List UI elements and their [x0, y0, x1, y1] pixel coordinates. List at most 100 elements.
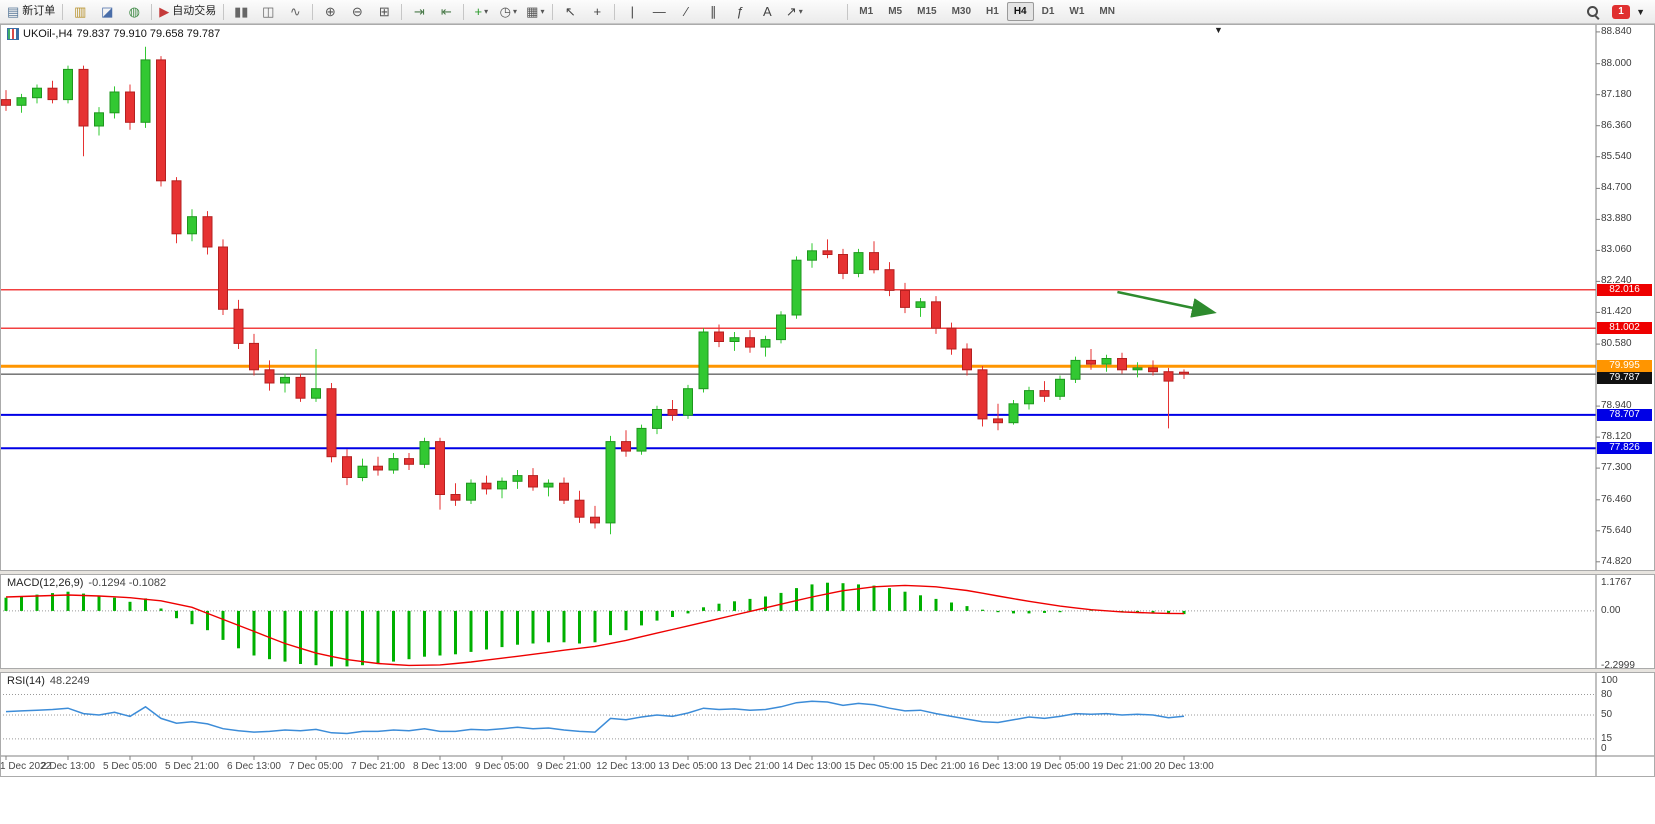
- price-label: 77.300: [1601, 462, 1632, 474]
- tf-m1-button[interactable]: M1: [859, 6, 874, 17]
- horizontal-line-icon: —: [652, 4, 666, 19]
- price-label: 80.580: [1601, 338, 1632, 350]
- arrows-tool-caret-icon: ▾: [798, 6, 803, 16]
- market-watch-icon: ▥: [74, 4, 87, 19]
- arrows-tool-button[interactable]: ↗ ▾: [781, 1, 807, 23]
- price-label: 87.180: [1601, 88, 1632, 100]
- time-label: 14 Dec 13:00: [782, 761, 842, 772]
- tf-m15-button[interactable]: M15: [917, 6, 937, 17]
- time-label: 7 Dec 05:00: [289, 761, 343, 772]
- time-label: 9 Dec 05:00: [475, 761, 529, 772]
- search-button[interactable]: [1580, 1, 1606, 23]
- rsi-label: RSI(14) 48.2249: [7, 675, 90, 687]
- price-label: 78.940: [1601, 400, 1632, 412]
- tf-m30-button[interactable]: M30: [951, 6, 972, 17]
- tf-h1-button[interactable]: H1: [986, 6, 999, 17]
- candlestick-chart-button[interactable]: ◫: [255, 1, 281, 23]
- toolbar-separator: [151, 3, 153, 20]
- new-order-button[interactable]: ▤ 新订单: [4, 1, 58, 23]
- toolbar-separator: [223, 3, 225, 20]
- bar-chart-button[interactable]: ▮▮: [228, 1, 254, 23]
- templates-caret-icon: ▾: [540, 6, 545, 16]
- auto-scroll-icon: ⇥: [413, 4, 425, 19]
- crosshair-button[interactable]: +: [584, 1, 610, 23]
- tile-windows-icon: ⊞: [378, 4, 390, 19]
- toolbar-separator: [312, 3, 314, 20]
- tf-w1-button[interactable]: W1: [1069, 6, 1085, 17]
- navigator-button[interactable]: ◪: [94, 1, 120, 23]
- macd-values: -0.1294 -0.1082: [88, 577, 167, 589]
- cursor-button[interactable]: ↖: [557, 1, 583, 23]
- time-label: 5 Dec 21:00: [165, 761, 219, 772]
- rsi-axis-label: 80: [1601, 688, 1613, 700]
- arrow-annotation[interactable]: [1117, 290, 1217, 318]
- vertical-line-button[interactable]: |: [619, 1, 645, 23]
- macd-axis-label: -2.2999: [1601, 660, 1635, 672]
- time-label: 12 Dec 13:00: [596, 761, 656, 772]
- trendline-icon: ∕: [685, 4, 688, 19]
- toolbar-right: 1 ▼: [1580, 1, 1651, 23]
- rsi-axis-label: 100: [1601, 674, 1618, 686]
- market-watch-button[interactable]: ▥: [67, 1, 93, 23]
- notification-caret-icon[interactable]: ▼: [1636, 6, 1645, 17]
- tile-windows-button[interactable]: ⊞: [371, 1, 397, 23]
- indicators-icon: +: [474, 4, 483, 19]
- main-chart[interactable]: [0, 0, 1655, 790]
- pane-divider-macd[interactable]: [0, 570, 1655, 575]
- navigator-icon: ◪: [101, 4, 114, 19]
- toolbar: ▤ 新订单 ▥ ◪ ◍ ▶ 自动交易 ▮▮ ◫ ∿ ⊕ ⊖ ⊞ ⇥ ⇤ + ▾ ◷ ▾ ▦ ▾ ↖ + | — ∕ ∥ ƒ A ↗ ▾ M1…: [0, 0, 1655, 24]
- search-icon: [1586, 5, 1600, 19]
- time-label: 1 Dec 2022: [0, 761, 52, 772]
- tf-m5-button[interactable]: M5: [888, 6, 903, 17]
- terminal-button[interactable]: ◍: [121, 1, 147, 23]
- price-label: 84.700: [1601, 182, 1632, 194]
- price-badge: 82.016: [1597, 283, 1652, 296]
- price-label: 75.640: [1601, 524, 1632, 536]
- toolbar-separator: [62, 3, 64, 20]
- templates-icon: ▦: [526, 4, 539, 19]
- indicators-button[interactable]: + ▾: [468, 1, 494, 23]
- chart-ohlc-readout: UKOil-,H4 79.837 79.910 79.658 79.787: [7, 28, 220, 40]
- zoom-in-button[interactable]: ⊕: [317, 1, 343, 23]
- time-label: 20 Dec 13:00: [1154, 761, 1214, 772]
- tf-d1-button[interactable]: D1: [1041, 6, 1055, 17]
- vertical-line-icon: |: [630, 4, 634, 19]
- price-label: 82.240: [1601, 275, 1632, 287]
- trendline-button[interactable]: ∕: [673, 1, 699, 23]
- auto-scroll-button[interactable]: ⇥: [406, 1, 432, 23]
- chart-ohlc-values: 79.837 79.910 79.658 79.787: [76, 28, 221, 40]
- templates-button[interactable]: ▦ ▾: [522, 1, 548, 23]
- autotrading-label: 自动交易: [172, 5, 217, 17]
- price-label: 85.540: [1601, 150, 1632, 162]
- bar-chart-icon: ▮▮: [234, 4, 249, 19]
- price-label: 88.000: [1601, 57, 1632, 69]
- periods-button[interactable]: ◷ ▾: [495, 1, 521, 23]
- notification-badge[interactable]: 1: [1612, 4, 1631, 19]
- time-label: 19 Dec 21:00: [1092, 761, 1152, 772]
- candles-layer: [1, 46, 1189, 535]
- time-label: 15 Dec 21:00: [906, 761, 966, 772]
- tf-mn-button[interactable]: MN: [1099, 6, 1115, 17]
- time-label: 6 Dec 13:00: [227, 761, 281, 772]
- pane-divider-rsi[interactable]: [0, 668, 1655, 673]
- chart-shift-button[interactable]: ⇤: [433, 1, 459, 23]
- toolbar-separator: [463, 3, 465, 20]
- tf-h4-button[interactable]: H4: [1006, 2, 1034, 21]
- autotrading-button[interactable]: ▶ 自动交易: [156, 1, 219, 23]
- rsi-axis-label: 0: [1601, 743, 1607, 755]
- rsi-value: 48.2249: [49, 675, 90, 687]
- channel-button[interactable]: ∥: [700, 1, 726, 23]
- price-badge: 81.002: [1597, 322, 1652, 335]
- fibonacci-icon: ƒ: [736, 4, 744, 19]
- line-chart-button[interactable]: ∿: [282, 1, 308, 23]
- rsi-line: [5, 700, 1185, 735]
- horizontal-line-button[interactable]: —: [646, 1, 672, 23]
- chart-shift-marker[interactable]: ▼: [1214, 25, 1223, 35]
- zoom-out-button[interactable]: ⊖: [344, 1, 370, 23]
- fibonacci-button[interactable]: ƒ: [727, 1, 753, 23]
- price-badge: 79.995: [1597, 360, 1652, 373]
- macd-histogram: [4, 582, 1186, 667]
- time-label: 5 Dec 05:00: [103, 761, 157, 772]
- text-label-button[interactable]: A: [754, 1, 780, 23]
- terminal-icon: ◍: [128, 4, 140, 19]
